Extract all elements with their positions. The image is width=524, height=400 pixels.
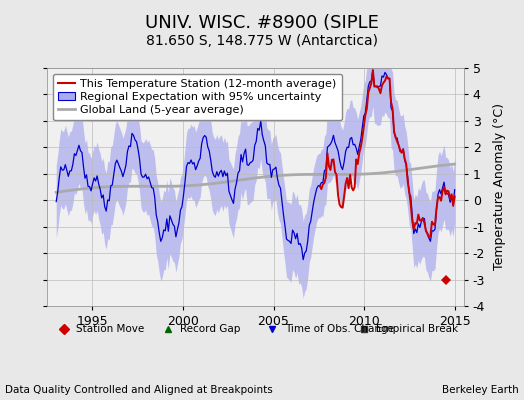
Y-axis label: Temperature Anomaly (°C): Temperature Anomaly (°C) <box>494 104 507 270</box>
Text: Empirical Break: Empirical Break <box>376 324 458 334</box>
Text: Data Quality Controlled and Aligned at Breakpoints: Data Quality Controlled and Aligned at B… <box>5 385 273 395</box>
Text: UNIV. WISC. #8900 (SIPLE: UNIV. WISC. #8900 (SIPLE <box>145 14 379 32</box>
Legend: This Temperature Station (12-month average), Regional Expectation with 95% uncer: This Temperature Station (12-month avera… <box>53 74 342 120</box>
Text: Berkeley Earth: Berkeley Earth <box>442 385 519 395</box>
Text: 81.650 S, 148.775 W (Antarctica): 81.650 S, 148.775 W (Antarctica) <box>146 34 378 48</box>
Text: Station Move: Station Move <box>77 324 145 334</box>
Text: Time of Obs. Change: Time of Obs. Change <box>285 324 394 334</box>
Text: Record Gap: Record Gap <box>180 324 241 334</box>
